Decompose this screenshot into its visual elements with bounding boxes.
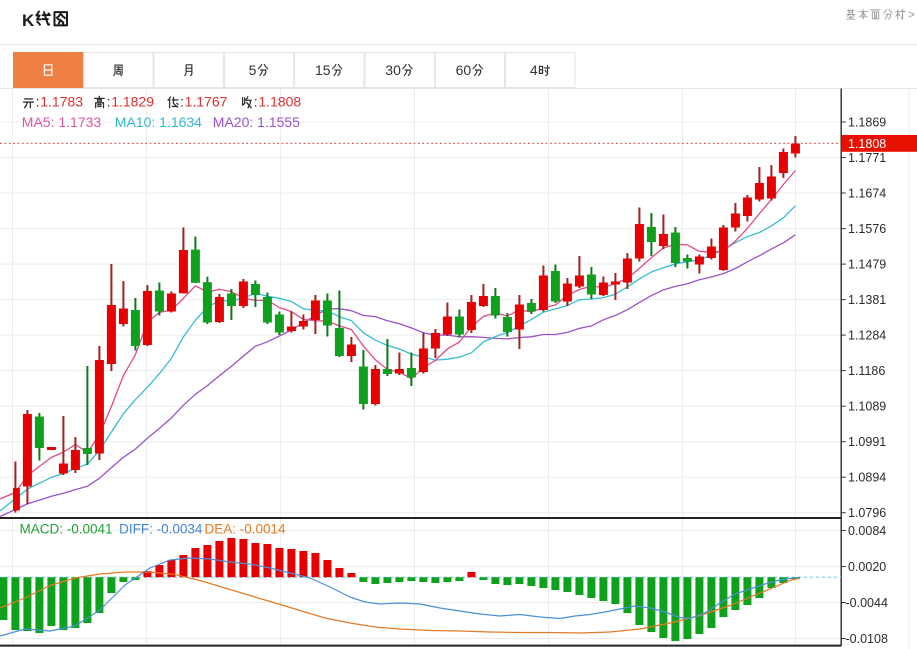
svg-text:0.0020: 0.0020 <box>848 560 886 574</box>
svg-text:1.1869: 1.1869 <box>848 115 886 129</box>
svg-text:1.1674: 1.1674 <box>848 186 886 200</box>
svg-text:60: 60 <box>456 62 472 78</box>
svg-text:1.1829: 1.1829 <box>111 93 154 109</box>
svg-text:4: 4 <box>530 62 538 78</box>
svg-text::: : <box>36 93 40 109</box>
svg-text:1.1783: 1.1783 <box>40 93 83 109</box>
svg-text:1.1576: 1.1576 <box>848 222 886 236</box>
svg-text::: : <box>254 93 258 109</box>
svg-text:MA10: 1.1634: MA10: 1.1634 <box>115 114 202 130</box>
svg-text:-0.0108: -0.0108 <box>846 632 888 646</box>
svg-text:1.0991: 1.0991 <box>848 435 886 449</box>
svg-text:DIFF: -0.0034: DIFF: -0.0034 <box>119 522 203 537</box>
svg-text:1.1479: 1.1479 <box>848 258 886 272</box>
svg-text::: : <box>107 93 111 109</box>
svg-text:5: 5 <box>249 62 257 78</box>
svg-text:15: 15 <box>315 62 331 78</box>
svg-text:-0.0044: -0.0044 <box>846 596 888 610</box>
svg-text:1.1771: 1.1771 <box>848 151 886 165</box>
svg-text:1.1808: 1.1808 <box>848 137 886 151</box>
svg-text::: : <box>180 93 184 109</box>
svg-text:MA20: 1.1555: MA20: 1.1555 <box>213 114 300 130</box>
svg-text:1.0894: 1.0894 <box>848 471 886 485</box>
svg-text:1.1381: 1.1381 <box>848 293 886 307</box>
svg-text:K: K <box>22 11 35 30</box>
svg-text:1.1089: 1.1089 <box>848 400 886 414</box>
svg-text:DEA: -0.0014: DEA: -0.0014 <box>205 522 287 537</box>
svg-text:MACD: -0.0041: MACD: -0.0041 <box>20 522 113 537</box>
svg-text:1.1186: 1.1186 <box>848 364 885 378</box>
svg-text:30: 30 <box>385 62 401 78</box>
svg-text:1.1284: 1.1284 <box>848 329 886 343</box>
svg-text:>: > <box>908 8 915 22</box>
svg-text:1.0796: 1.0796 <box>848 506 886 520</box>
svg-text:1.1767: 1.1767 <box>185 93 228 109</box>
svg-text:1.1808: 1.1808 <box>258 93 301 109</box>
svg-text:0.0084: 0.0084 <box>848 524 886 538</box>
svg-text:MA5: 1.1733: MA5: 1.1733 <box>22 114 102 130</box>
